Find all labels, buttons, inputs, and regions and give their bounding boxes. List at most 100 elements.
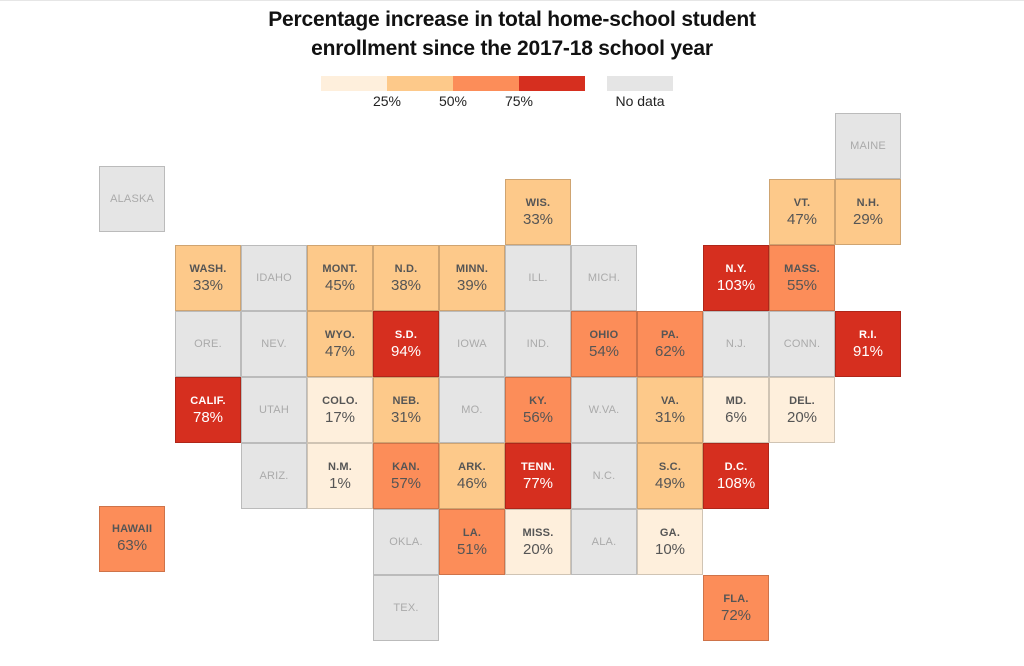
state-label: MONT.	[322, 262, 358, 275]
state-label: KY.	[529, 394, 547, 407]
legend-bin-75-plus	[519, 76, 585, 91]
state-label: N.H.	[856, 196, 880, 209]
state-value: 46%	[456, 474, 488, 492]
state-label: MICH.	[587, 272, 621, 284]
state-tile-nd: N.D. 38%	[373, 245, 439, 311]
state-tile-okla: OKLA.	[373, 509, 439, 575]
state-tile-neb: NEB. 31%	[373, 377, 439, 443]
state-tile-wva: W.VA.	[571, 377, 637, 443]
state-value: 17%	[324, 408, 356, 426]
state-tile-nj: N.J.	[703, 311, 769, 377]
legend-bin-50-75	[453, 76, 519, 91]
state-label: N.Y.	[725, 262, 747, 275]
state-label: ARIZ.	[259, 470, 289, 482]
legend-bin-25-50	[387, 76, 453, 91]
state-label: MINN.	[455, 262, 489, 275]
state-value: 57%	[390, 474, 422, 492]
state-label: IND.	[526, 338, 550, 350]
state-label: NEV.	[261, 338, 287, 350]
state-label: N.J.	[725, 338, 747, 350]
state-label: WASH.	[189, 262, 227, 275]
state-label: COLO.	[322, 394, 358, 407]
legend-bin-0-25	[321, 76, 387, 91]
state-value: 62%	[654, 342, 686, 360]
state-tile-pa: PA. 62%	[637, 311, 703, 377]
state-value: 47%	[786, 210, 818, 228]
state-label: IDAHO	[256, 272, 292, 284]
state-value: 51%	[456, 540, 488, 558]
state-tile-fla: FLA. 72%	[703, 575, 769, 641]
state-value: 108%	[716, 474, 756, 492]
state-value: 10%	[654, 540, 686, 558]
state-label: D.C.	[724, 460, 748, 473]
state-tile-alaska: ALASKA	[99, 165, 166, 232]
state-label: R.I.	[859, 328, 877, 341]
state-tile-hawaii: HAWAII 63%	[99, 505, 166, 572]
state-value: 72%	[720, 606, 752, 624]
state-value: 33%	[522, 210, 554, 228]
state-label: CONN.	[783, 338, 821, 350]
state-tile-nc: N.C.	[571, 443, 637, 509]
state-tile-wis: WIS. 33%	[505, 179, 571, 245]
chart-title-line-2: enrollment since the 2017-18 school year	[311, 37, 713, 60]
state-label: LA.	[462, 526, 482, 539]
state-tile-conn: CONN.	[769, 311, 835, 377]
state-label: MD.	[725, 394, 747, 407]
state-label: CALIF.	[190, 394, 226, 407]
state-label: VA.	[660, 394, 680, 407]
state-tile-wash: WASH. 33%	[175, 245, 241, 311]
state-tile-ga: GA. 10%	[637, 509, 703, 575]
state-tile-sc: S.C. 49%	[637, 443, 703, 509]
state-tile-tenn: TENN. 77%	[505, 443, 571, 509]
state-label: IOWA	[457, 338, 487, 350]
state-label: S.D.	[394, 328, 418, 341]
state-tile-wyo: WYO. 47%	[307, 311, 373, 377]
state-value: 20%	[522, 540, 554, 558]
state-tile-mo: MO.	[439, 377, 505, 443]
legend-nodata-swatch	[607, 76, 673, 91]
state-tile-vt: VT. 47%	[769, 179, 835, 245]
state-tile-ky: KY. 56%	[505, 377, 571, 443]
legend-tick-25: 25%	[372, 93, 402, 109]
state-label: ALASKA	[110, 192, 155, 205]
state-tile-maine: MAINE	[835, 113, 901, 179]
state-value: 63%	[117, 537, 148, 555]
state-label: GA.	[659, 526, 681, 539]
state-tile-mont: MONT. 45%	[307, 245, 373, 311]
state-tile-nm: N.M. 1%	[307, 443, 373, 509]
state-tile-nh: N.H. 29%	[835, 179, 901, 245]
state-tile-minn: MINN. 39%	[439, 245, 505, 311]
state-value: 20%	[786, 408, 818, 426]
state-tile-ark: ARK. 46%	[439, 443, 505, 509]
state-tile-idaho: IDAHO	[241, 245, 307, 311]
state-label: KAN.	[392, 460, 420, 473]
state-label: TENN.	[521, 460, 555, 473]
state-value: 103%	[716, 276, 756, 294]
state-tile-ore: ORE.	[175, 311, 241, 377]
state-label: N.M.	[327, 460, 353, 473]
state-label: NEB.	[392, 394, 420, 407]
state-tile-ind: IND.	[505, 311, 571, 377]
state-label: S.C.	[658, 460, 682, 473]
state-label: PA.	[660, 328, 680, 341]
state-tile-iowa: IOWA	[439, 311, 505, 377]
state-tile-ohio: OHIO 54%	[571, 311, 637, 377]
state-tile-la: LA. 51%	[439, 509, 505, 575]
legend-nodata-label: No data	[615, 93, 665, 109]
state-tile-ill: ILL.	[505, 245, 571, 311]
legend-tick-75: 75%	[504, 93, 534, 109]
state-value: 45%	[324, 276, 356, 294]
state-value: 29%	[852, 210, 884, 228]
state-tile-mass: MASS. 55%	[769, 245, 835, 311]
state-label: ARK.	[458, 460, 486, 473]
state-tile-va: VA. 31%	[637, 377, 703, 443]
legend-tick-50: 50%	[438, 93, 468, 109]
state-label: TEX.	[393, 602, 419, 614]
state-label: N.D.	[394, 262, 418, 275]
state-tile-colo: COLO. 17%	[307, 377, 373, 443]
chart-title-line-1: Percentage increase in total home-school…	[268, 8, 756, 31]
state-tile-dc: D.C. 108%	[703, 443, 769, 509]
state-label: WYO.	[324, 328, 356, 341]
state-tile-md: MD. 6%	[703, 377, 769, 443]
